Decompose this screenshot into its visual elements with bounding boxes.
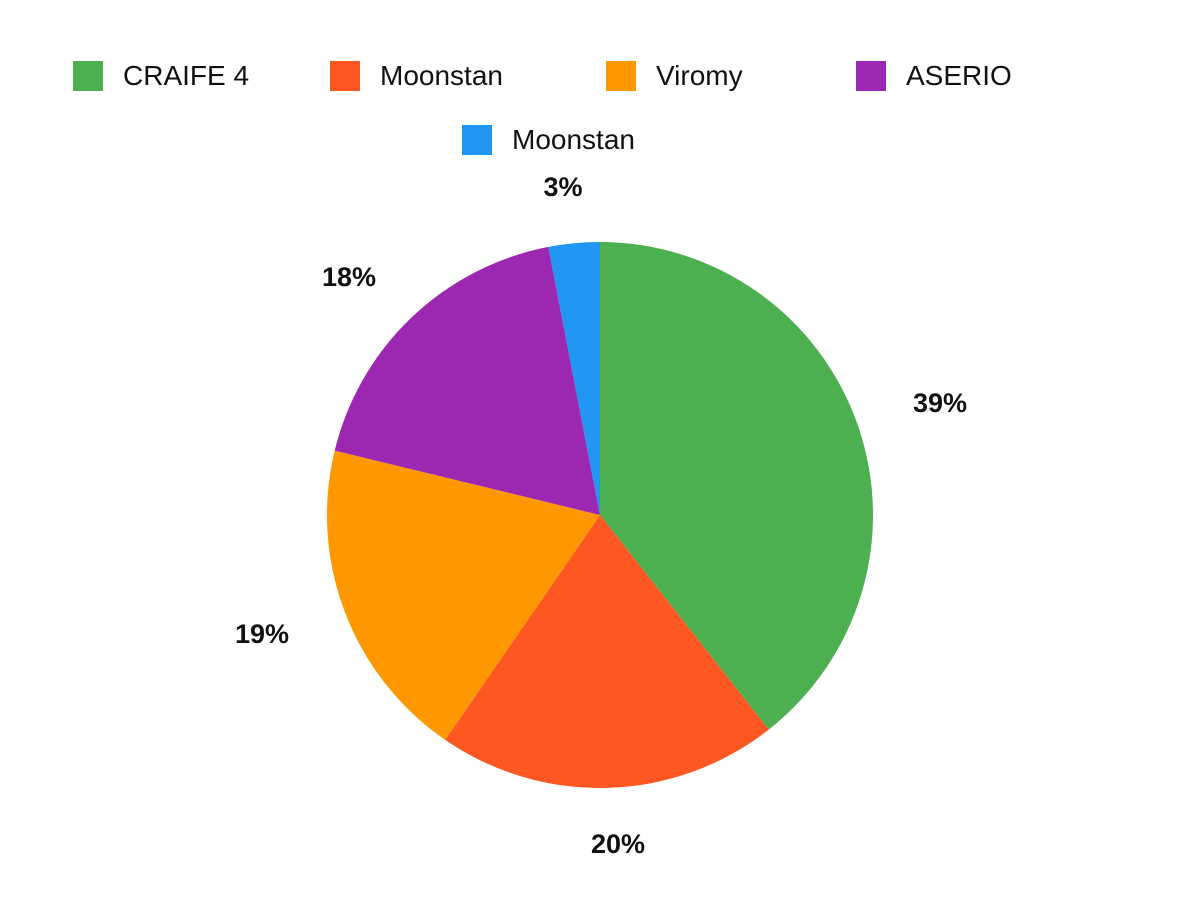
slice-label-craife4: 39% (913, 388, 967, 418)
slice-label-moonstan-red: 20% (591, 829, 645, 859)
legend-label: Viromy (656, 60, 743, 91)
pie-slice-0[interactable] (600, 242, 873, 730)
pie-slice-4[interactable] (548, 242, 600, 515)
slice-label-viromy: 19% (235, 619, 289, 649)
legend-label: ASERIO (906, 60, 1012, 91)
legend-swatch-red (330, 61, 360, 91)
slice-label-aserio: 18% (322, 262, 376, 292)
legend-swatch-green (73, 61, 103, 91)
slice-label-moonstan-blue: 3% (543, 172, 582, 202)
pie-slice-3[interactable] (334, 246, 600, 515)
legend-item-craife4[interactable]: CRAIFE 4 (73, 60, 249, 92)
legend-swatch-orange (606, 61, 636, 91)
legend-item-aserio[interactable]: ASERIO (856, 60, 1012, 92)
legend-swatch-blue (462, 125, 492, 155)
legend-item-moonstan-red[interactable]: Moonstan (330, 60, 503, 92)
legend-item-moonstan-blue[interactable]: Moonstan (462, 124, 635, 156)
legend-item-viromy[interactable]: Viromy (606, 60, 743, 92)
pie-slice-1[interactable] (445, 515, 769, 788)
legend-label: Moonstan (380, 60, 503, 91)
pie-slices (326, 242, 873, 788)
legend-swatch-purple (856, 61, 886, 91)
legend-label: CRAIFE 4 (123, 60, 250, 91)
pie-slice-2[interactable] (326, 450, 600, 740)
legend-label: Moonstan (512, 124, 635, 155)
